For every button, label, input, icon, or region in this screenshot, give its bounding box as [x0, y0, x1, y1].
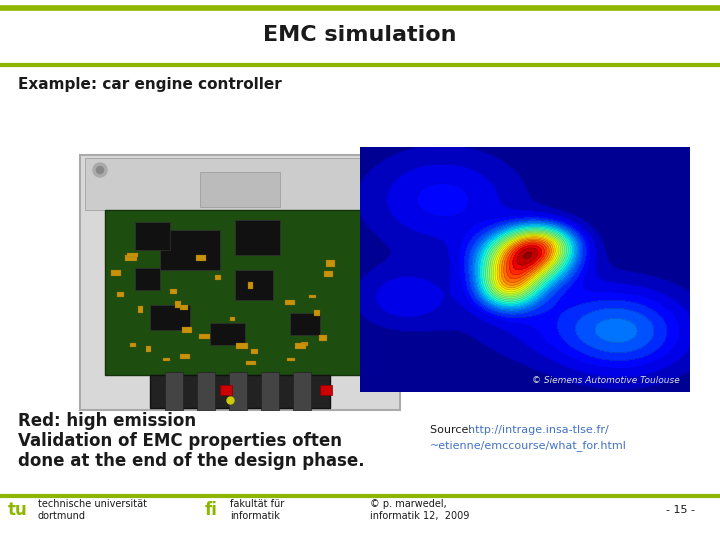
Bar	[112, 271, 121, 276]
Bar	[220, 385, 232, 395]
Bar	[130, 343, 135, 347]
Text: technische universität: technische universität	[38, 499, 147, 509]
Bar	[150, 375, 330, 408]
Bar	[290, 313, 320, 335]
Bar	[324, 271, 333, 277]
Text: tu: tu	[8, 501, 28, 519]
Text: done at the end of the design phase.: done at the end of the design phase.	[18, 452, 364, 470]
Bar	[165, 372, 183, 410]
Bar	[117, 292, 125, 297]
Bar	[319, 335, 327, 341]
Text: © p. marwedel,: © p. marwedel,	[370, 499, 446, 509]
Bar	[150, 305, 190, 330]
Text: informatik: informatik	[230, 511, 280, 521]
Bar	[146, 346, 151, 352]
Bar	[235, 220, 280, 255]
Bar	[314, 310, 320, 316]
Text: dortmund: dortmund	[38, 511, 86, 521]
FancyBboxPatch shape	[80, 155, 400, 410]
Bar	[215, 275, 221, 280]
Text: © Siemens Automotive Toulouse: © Siemens Automotive Toulouse	[532, 376, 680, 384]
Bar	[235, 343, 248, 349]
Text: ~etienne/emccourse/what_for.html: ~etienne/emccourse/what_for.html	[430, 440, 627, 451]
Bar	[197, 372, 215, 410]
Bar	[248, 282, 253, 288]
FancyBboxPatch shape	[200, 172, 280, 207]
Bar	[285, 300, 295, 306]
Bar	[246, 361, 256, 365]
Bar	[293, 372, 311, 410]
Bar	[210, 323, 245, 345]
Bar	[127, 253, 138, 256]
Bar	[229, 372, 247, 410]
Bar	[169, 289, 176, 294]
Text: EMC simulation: EMC simulation	[264, 25, 456, 45]
Bar	[163, 357, 170, 361]
Bar	[302, 342, 307, 346]
Text: fi: fi	[205, 501, 218, 519]
Text: fakultät für: fakultät für	[230, 499, 284, 509]
Text: informatik 12,  2009: informatik 12, 2009	[370, 511, 469, 521]
Bar	[287, 358, 295, 361]
Circle shape	[377, 166, 384, 173]
Bar	[320, 385, 332, 395]
Bar	[308, 295, 316, 298]
Bar	[180, 354, 190, 359]
Bar	[175, 301, 181, 308]
Text: Source:: Source:	[430, 425, 475, 435]
Circle shape	[373, 163, 387, 177]
FancyBboxPatch shape	[85, 158, 395, 210]
Bar	[160, 230, 220, 270]
Text: Red: high emission: Red: high emission	[18, 412, 196, 430]
Bar	[105, 210, 375, 375]
Bar	[196, 255, 206, 261]
Bar	[199, 334, 210, 339]
Bar	[135, 268, 160, 290]
Bar	[261, 372, 279, 410]
Bar	[326, 260, 336, 267]
Bar	[295, 343, 306, 348]
Circle shape	[96, 166, 104, 173]
Bar	[138, 306, 143, 313]
Circle shape	[93, 163, 107, 177]
Bar	[125, 255, 137, 261]
Bar	[135, 222, 170, 250]
Bar	[235, 270, 273, 300]
Bar	[180, 306, 188, 309]
Bar	[251, 349, 258, 354]
Bar	[181, 327, 192, 333]
Bar	[230, 318, 235, 321]
Text: - 15 -: - 15 -	[666, 505, 695, 515]
Text: Validation of EMC properties often: Validation of EMC properties often	[18, 432, 342, 450]
Text: Example: car engine controller: Example: car engine controller	[18, 78, 282, 92]
Text: http://intrage.insa-tlse.fr/: http://intrage.insa-tlse.fr/	[468, 425, 608, 435]
